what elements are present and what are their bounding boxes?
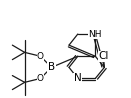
Text: O: O — [37, 74, 44, 83]
Text: O: O — [37, 52, 44, 61]
Text: B: B — [48, 62, 55, 72]
Text: N: N — [74, 74, 82, 83]
Text: Cl: Cl — [99, 51, 109, 61]
Text: NH: NH — [89, 29, 102, 39]
